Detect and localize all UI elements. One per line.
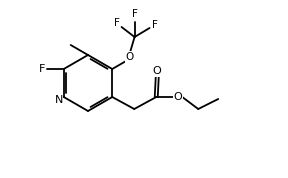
Text: F: F	[151, 20, 158, 30]
Text: F: F	[132, 9, 137, 19]
Text: O: O	[153, 66, 162, 76]
Text: F: F	[114, 18, 120, 28]
Text: O: O	[174, 92, 183, 102]
Text: O: O	[126, 52, 134, 62]
Text: F: F	[39, 64, 45, 74]
Text: N: N	[54, 95, 63, 105]
